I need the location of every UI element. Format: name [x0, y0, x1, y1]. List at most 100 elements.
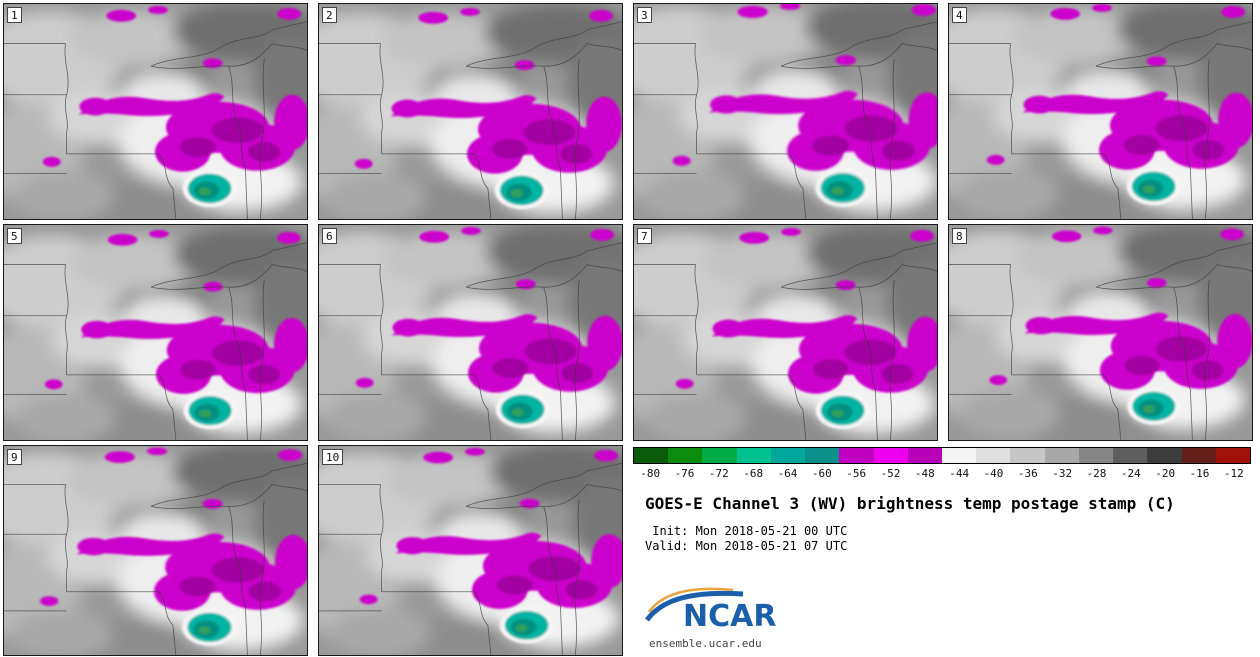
wv-satellite-image	[4, 4, 307, 219]
map-panel-8: 8	[948, 224, 1253, 441]
weather-imagery	[4, 4, 307, 219]
colder-cloud-cores	[1124, 336, 1224, 381]
wv-satellite-image	[319, 4, 622, 219]
colorbar-tick-label: -56	[846, 467, 867, 480]
colorbar-segment	[976, 448, 1011, 463]
ncar-logo-text: NCAR	[683, 599, 776, 632]
coldest-overshooting-top	[182, 608, 237, 646]
colorbar-tick-label: -40	[983, 467, 1004, 480]
state-borders	[319, 21, 622, 219]
colorbar-segment	[873, 448, 908, 463]
colorbar-segment	[702, 448, 737, 463]
weather-imagery	[4, 226, 307, 440]
panel-number-label: 3	[637, 7, 652, 23]
panel-number-label: 1	[7, 7, 22, 23]
map-panel-5: 5	[3, 224, 308, 441]
colorbar-segment	[1010, 448, 1045, 463]
colorbar-tick-label: -36	[1017, 467, 1038, 480]
colorbar-tick-label: -28	[1086, 467, 1107, 480]
state-borders	[949, 242, 1252, 440]
wv-satellite-image	[319, 225, 622, 440]
figure-title: GOES-E Channel 3 (WV) brightness temp po…	[645, 494, 1175, 513]
wv-satellite-image	[4, 225, 307, 440]
colorbar-bar	[633, 447, 1251, 464]
grayscale-moisture-field	[4, 4, 307, 219]
colorbar-segment	[1113, 448, 1148, 463]
wv-satellite-image	[319, 446, 622, 655]
state-borders	[319, 242, 622, 440]
colder-cloud-cores	[179, 557, 282, 602]
colorbar-segment	[941, 448, 977, 463]
colorbar-segment	[634, 448, 669, 463]
colorbar-tick-label: -24	[1120, 467, 1141, 480]
state-borders	[634, 21, 937, 219]
colorbar-segment	[1181, 448, 1216, 463]
coldest-overshooting-top	[183, 392, 237, 430]
map-panel-3: 3	[633, 3, 938, 220]
state-borders	[4, 242, 307, 440]
coldest-overshooting-top	[499, 607, 554, 644]
colorbar-segment	[907, 448, 942, 463]
colder-cloud-cores	[179, 117, 281, 162]
colorbar: -80 -76 -72 -68 -64 -60 -56 -52 -48 -44 -40 -36 -32-…	[633, 447, 1255, 481]
colorbar-segment	[805, 448, 840, 463]
colorbar-segment	[1078, 448, 1114, 463]
colorbar-tick-label: -32	[1052, 467, 1073, 480]
init-time: Init: Mon 2018-05-21 00 UTC	[645, 524, 848, 538]
panel-number-label: 7	[637, 228, 652, 244]
weather-imagery	[634, 4, 937, 219]
colder-cloud-cores	[812, 339, 914, 384]
map-panel-10: 10	[318, 445, 623, 656]
coldest-overshooting-top	[495, 390, 550, 429]
valid-time: Valid: Mon 2018-05-21 07 UTC	[645, 539, 848, 553]
map-panel-7: 7	[633, 224, 938, 441]
wv-satellite-image	[949, 225, 1252, 440]
colorbar-tick-label: -44	[949, 467, 970, 480]
colder-cloud-cores	[180, 340, 280, 385]
colorbar-tick-label: -64	[777, 467, 798, 480]
ncar-swoosh-accent-icon	[647, 587, 734, 613]
colorbar-segment	[770, 448, 806, 463]
colorbar-tick-label: -72	[708, 467, 729, 480]
coldest-overshooting-top	[182, 169, 237, 208]
colorbar-tick-label: -20	[1155, 467, 1176, 480]
colorbar-segment	[668, 448, 703, 463]
info-area: -80 -76 -72 -68 -64 -60 -56 -52 -48 -44 -40 -36 -32-…	[633, 447, 1255, 650]
map-panel-2: 2	[318, 3, 623, 220]
colorbar-tick-label: -80	[640, 467, 661, 480]
logo-url: ensemble.ucar.edu	[649, 637, 762, 650]
colder-cloud-cores	[492, 338, 594, 383]
weather-imagery	[949, 225, 1252, 440]
colorbar-tick-label: -48	[914, 467, 935, 480]
coldest-overshooting-top	[1127, 387, 1181, 425]
colorbar-tick-row: -80 -76 -72 -68 -64 -60 -56 -52 -48 -44 -40 -36 -32-…	[633, 467, 1251, 481]
wv-satellite-image	[4, 446, 307, 655]
weather-imagery	[634, 225, 937, 440]
coldest-overshooting-top	[815, 391, 870, 430]
colorbar-segment	[736, 448, 771, 463]
colorbar-tick-label: -16	[1189, 467, 1210, 480]
map-panel-1: 1	[3, 3, 308, 220]
weather-imagery	[319, 4, 622, 219]
state-borders	[4, 21, 307, 219]
colorbar-tick-label: -76	[674, 467, 695, 480]
colorbar-tick-label: -68	[743, 467, 764, 480]
weather-imagery	[949, 4, 1252, 219]
panel-number-label: 4	[952, 7, 967, 23]
colorbar-segment	[1147, 448, 1182, 463]
colorbar-segment	[839, 448, 874, 463]
state-borders	[4, 462, 307, 655]
wv-satellite-image	[634, 225, 937, 440]
coldest-overshooting-top	[815, 168, 871, 208]
panel-number-label: 6	[322, 228, 337, 244]
wv-satellite-image	[634, 4, 937, 219]
ncar-logo-graphic: NCAR	[644, 587, 776, 634]
panel-number-label: 8	[952, 228, 967, 244]
state-borders	[319, 462, 622, 655]
colorbar-segment	[1044, 448, 1079, 463]
coldest-overshooting-top	[1126, 167, 1181, 206]
coldest-overshooting-top	[494, 171, 549, 210]
colder-cloud-cores	[491, 119, 593, 164]
colorbar-tick-label: -12	[1223, 467, 1244, 480]
wv-satellite-image	[949, 4, 1252, 219]
